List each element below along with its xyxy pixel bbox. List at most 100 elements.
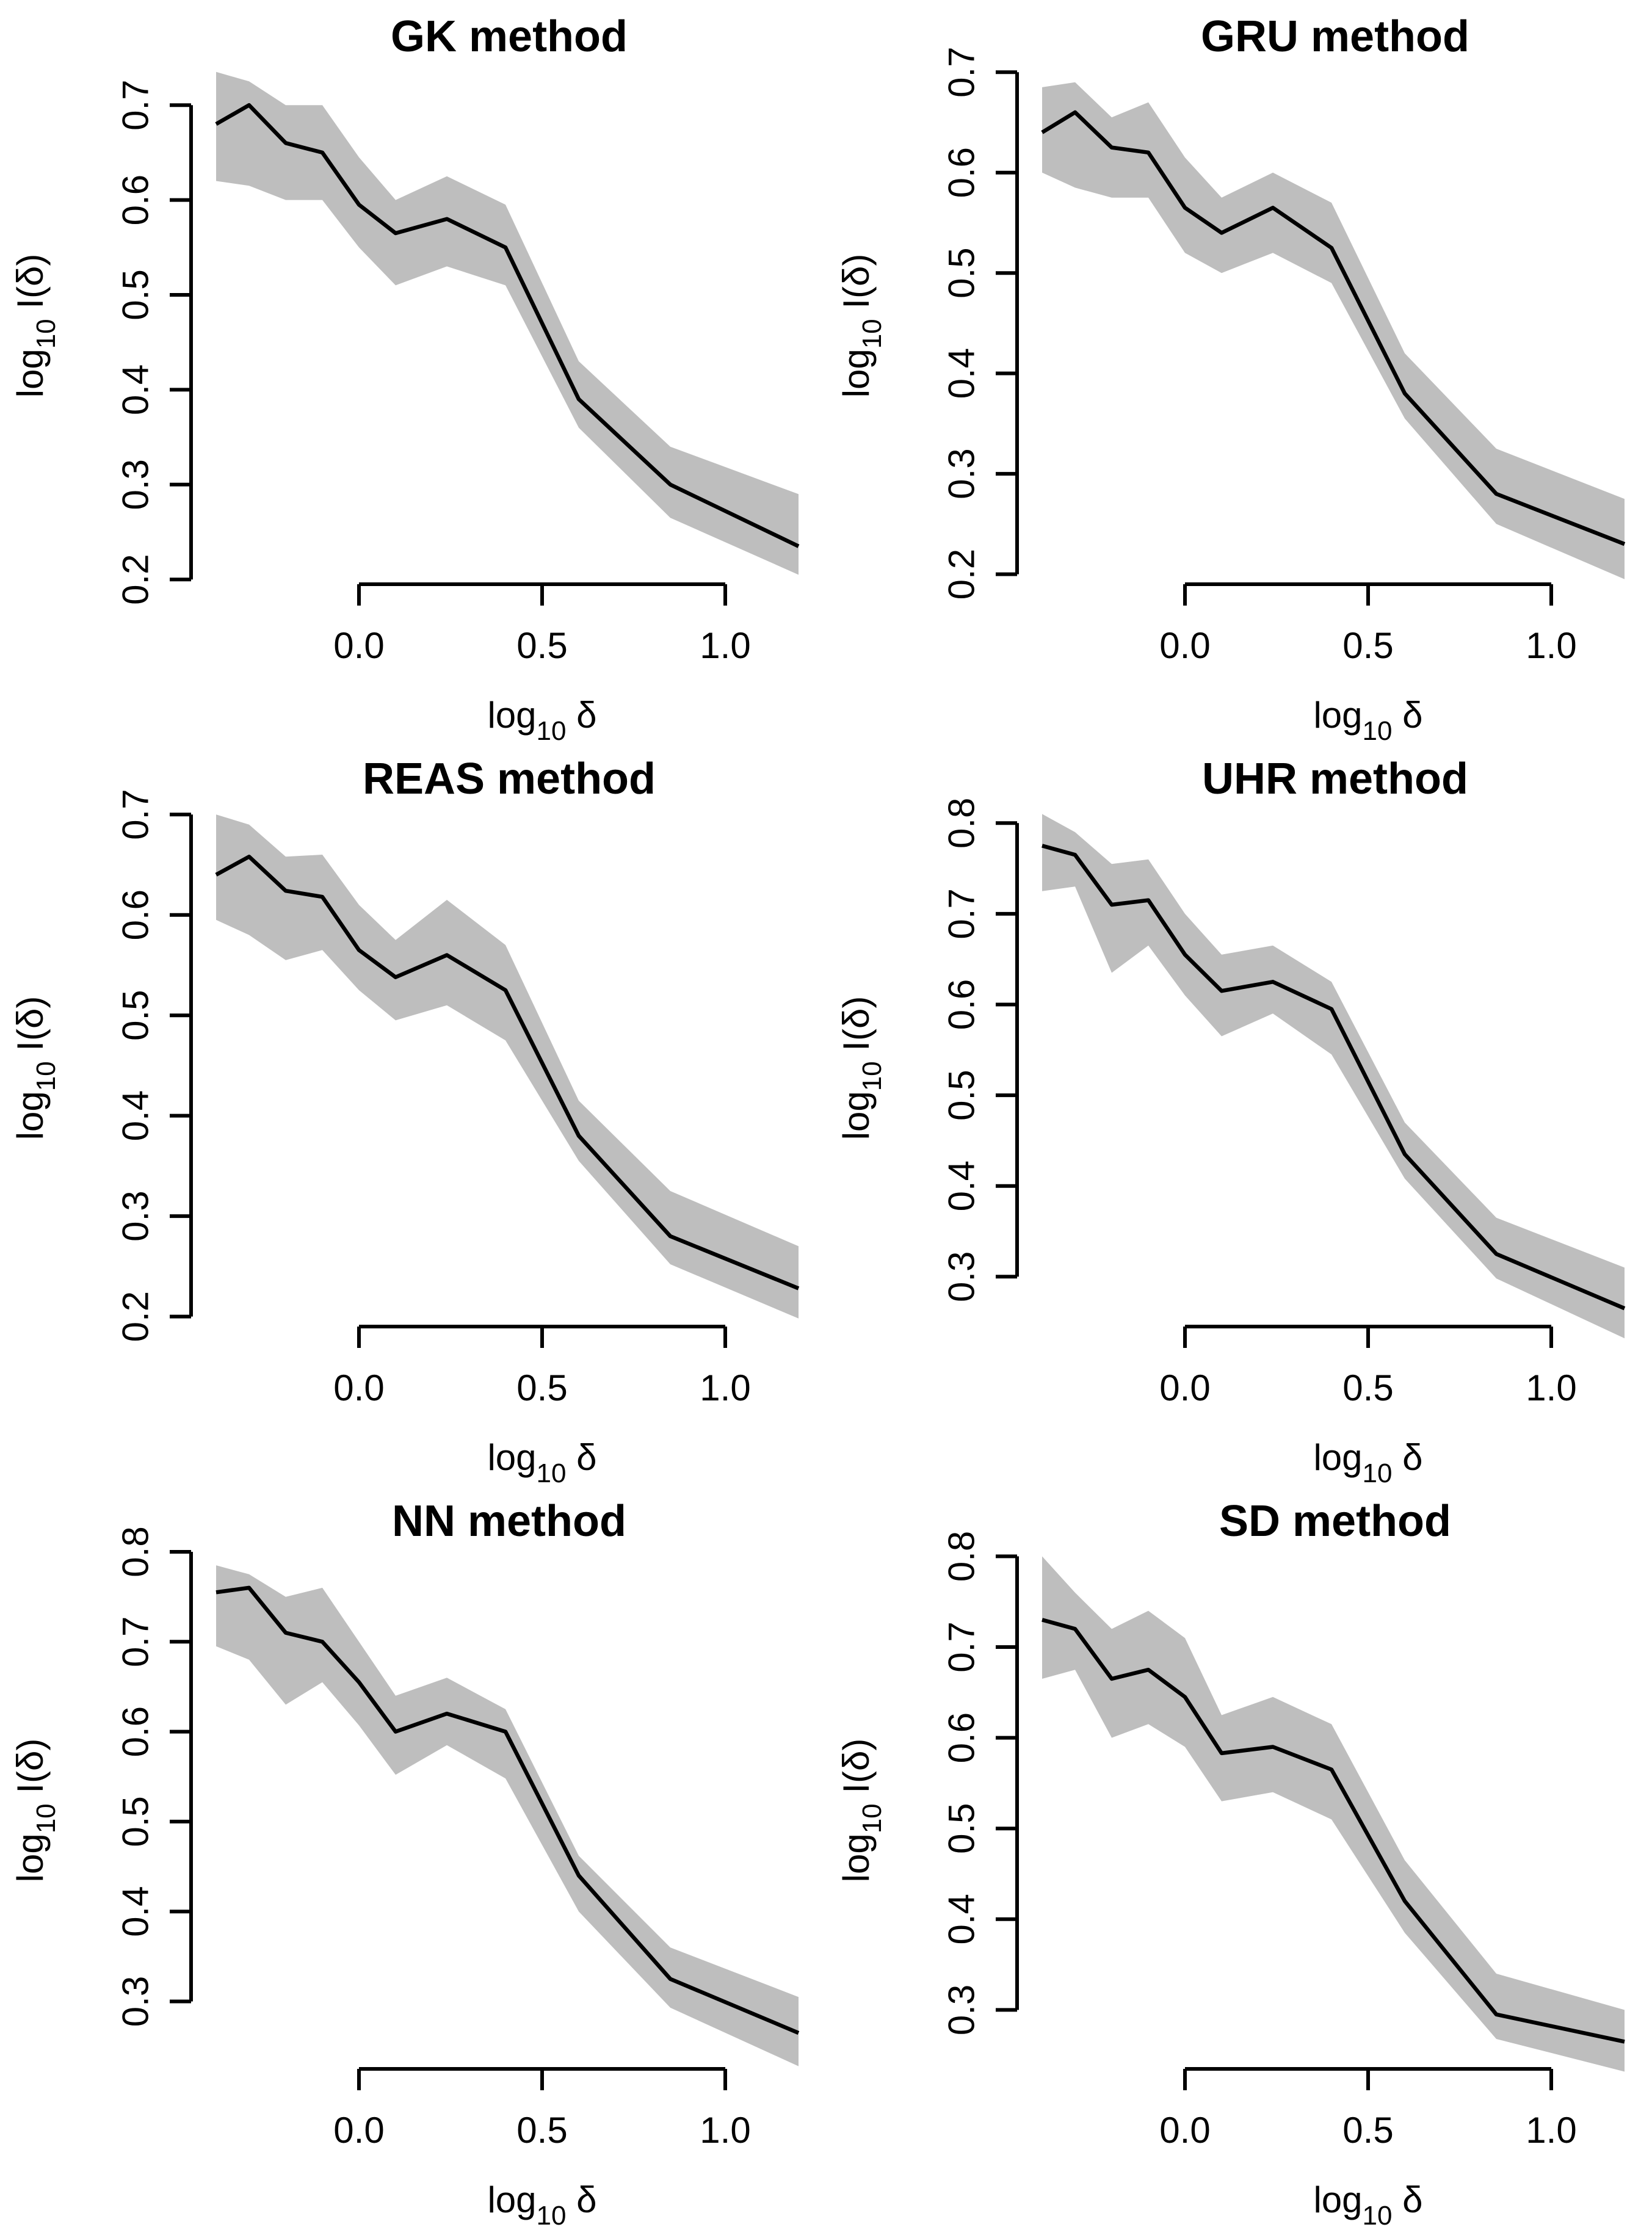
axis-label-subscript: 10 [1363, 1458, 1393, 1485]
x-tick-label: 0.5 [1342, 1367, 1393, 1408]
x-tick-label: 1.0 [1526, 1367, 1576, 1408]
plot-title: UHR method [1202, 755, 1468, 803]
x-tick-label: 0.0 [333, 2110, 384, 2151]
y-tick-label: 0.3 [941, 1985, 982, 2035]
axis-label-text: log [487, 695, 536, 736]
chart-panel-uhr: 0.3 0.4 0.5 0.6 0.7 0.8 0.0 0.5 1.0 UHR method log… [826, 742, 1652, 1485]
x-tick-label: 0.0 [333, 625, 384, 666]
y-axis-label: log10 I(δ) [10, 996, 61, 1140]
y-tick-label: 0.3 [115, 459, 156, 510]
x-axis [357, 582, 727, 606]
plot-title: SD method [1219, 1497, 1451, 1546]
y-tick-label: 0.7 [115, 1617, 156, 1667]
x-tick-label: 0.5 [516, 625, 567, 666]
x-axis-label: log10 δ [1313, 1437, 1422, 1485]
plot-4: 0.30.40.50.60.70.80.0 0.5 1.0NN methodlog1… [10, 1497, 800, 2227]
axis-label-text: I(δ) [836, 996, 877, 1062]
x-tick-label: 0.0 [1159, 2110, 1210, 2151]
y-axis [996, 70, 1019, 576]
y-axis-label: log10 I(δ) [10, 1739, 61, 1883]
axis-label-text: log [1313, 2179, 1362, 2220]
axis-label-subscript: 10 [31, 1061, 61, 1091]
mean-line [1041, 110, 1626, 546]
axis-label-subscript: 10 [857, 1061, 887, 1091]
y-tick-label: 0.8 [941, 798, 982, 849]
confidence-band [1042, 1556, 1625, 2072]
axis-label-text: I(δ) [10, 1739, 51, 1804]
x-tick-label: 0.5 [516, 1367, 567, 1408]
mean-line [1042, 1618, 1625, 2044]
x-tick-label: 0.5 [1342, 625, 1393, 666]
y-tick-label: 0.3 [941, 448, 982, 499]
y-tick-label: 0.4 [941, 1161, 982, 1211]
y-axis-label: log10 I(δ) [836, 1739, 887, 1883]
x-tick-label: 0.0 [1159, 625, 1210, 666]
plot-5: 0.30.40.50.60.70.80.0 0.5 1.0SD methodlog1… [836, 1497, 1625, 2227]
plot-1: 0.2 0.3 0.4 0.5 0.6 0.7 0.0 0.5 1.0 GRU method log… [836, 12, 1626, 742]
y-tick-label: 0.4 [115, 1090, 156, 1141]
x-axis [357, 2067, 727, 2090]
confidence-band [216, 71, 799, 575]
x-tick-label: 1.0 [700, 625, 750, 666]
y-axis [996, 1554, 1019, 2012]
axis-label-text: log [1313, 695, 1362, 736]
axis-label-text: δ [566, 2179, 596, 2220]
x-tick-label: 0.0 [1159, 1367, 1210, 1408]
axis-label-text: δ [1392, 1437, 1422, 1478]
axis-label-subscript: 10 [1363, 2201, 1393, 2227]
y-tick-label: 0.2 [941, 549, 982, 599]
x-tick-label: 1.0 [1526, 625, 1576, 666]
y-tick-label: 0.7 [115, 789, 156, 839]
y-tick-label: 0.6 [115, 889, 156, 940]
y-tick-label: 0.4 [941, 1894, 982, 1944]
axis-label-subscript: 10 [537, 716, 567, 742]
y-tick-label: 0.2 [115, 554, 156, 604]
y-tick-label: 0.7 [941, 1621, 982, 1672]
y-tick-label: 0.6 [941, 979, 982, 1030]
mean-line [1042, 844, 1626, 1311]
y-tick-label: 0.6 [941, 1712, 982, 1763]
y-tick-label: 0.4 [115, 1886, 156, 1936]
y-axis [170, 813, 193, 1319]
axis-label-subscript: 10 [537, 2201, 567, 2227]
x-tick-label: 1.0 [700, 1367, 750, 1408]
axis-label-text: log [1313, 1437, 1362, 1478]
y-tick-label: 0.5 [115, 269, 156, 320]
confidence-band [1042, 814, 1625, 1339]
x-axis-label: log10 δ [487, 1437, 596, 1485]
chart-panel-sd: 0.3 0.4 0.5 0.6 0.7 0.8 0.0 0.5 1.0 SD method log1… [826, 1485, 1652, 2227]
plot-title: GRU method [1201, 12, 1469, 61]
confidence-band [216, 814, 799, 1319]
axis-label-text: I(δ) [10, 254, 51, 319]
y-axis [170, 103, 193, 582]
x-axis-label: log10 δ [1313, 695, 1422, 742]
axis-label-subscript: 10 [31, 319, 61, 349]
chart-panel-reas: 0.2 0.3 0.4 0.5 0.6 0.7 0.0 0.5 1.0 REAS method lo… [0, 742, 826, 1485]
axis-label-text: I(δ) [836, 254, 877, 319]
axis-label-text: I(δ) [10, 996, 51, 1062]
axis-label-text: log [487, 2179, 536, 2220]
axis-label-text: log [836, 1091, 877, 1140]
chart-panel-nn: 0.3 0.4 0.5 0.6 0.7 0.8 0.0 0.5 1.0 NN method log1… [0, 1485, 826, 2227]
confidence-band [216, 1565, 799, 2066]
x-tick-label: 0.5 [516, 2110, 567, 2151]
y-tick-label: 0.6 [941, 147, 982, 198]
axis-label-text: log [10, 1091, 51, 1140]
x-tick-label: 1.0 [700, 2110, 750, 2151]
plot-0: 0.20.30.40.50.60.70.0 0.5 1.0GK methodlog1… [10, 12, 800, 742]
axis-label-subscript: 10 [857, 1803, 887, 1833]
y-tick-label: 0.5 [941, 1070, 982, 1120]
y-tick-label: 0.5 [115, 1796, 156, 1847]
y-axis [996, 821, 1019, 1279]
y-axis-label: log10 I(δ) [836, 254, 887, 398]
axis-label-text: δ [1392, 2179, 1422, 2220]
axis-label-subscript: 10 [537, 1458, 567, 1485]
y-tick-label: 0.7 [941, 888, 982, 939]
mean-line [216, 1585, 800, 2035]
y-tick-label: 0.8 [941, 1531, 982, 1582]
plot-title: REAS method [363, 755, 656, 803]
axis-label-text: δ [1392, 695, 1422, 736]
axis-label-text: δ [566, 1437, 596, 1478]
plot-3: 0.3 0.4 0.5 0.6 0.7 0.8 0.0 0.5 1.0 UHR method log… [836, 755, 1626, 1485]
